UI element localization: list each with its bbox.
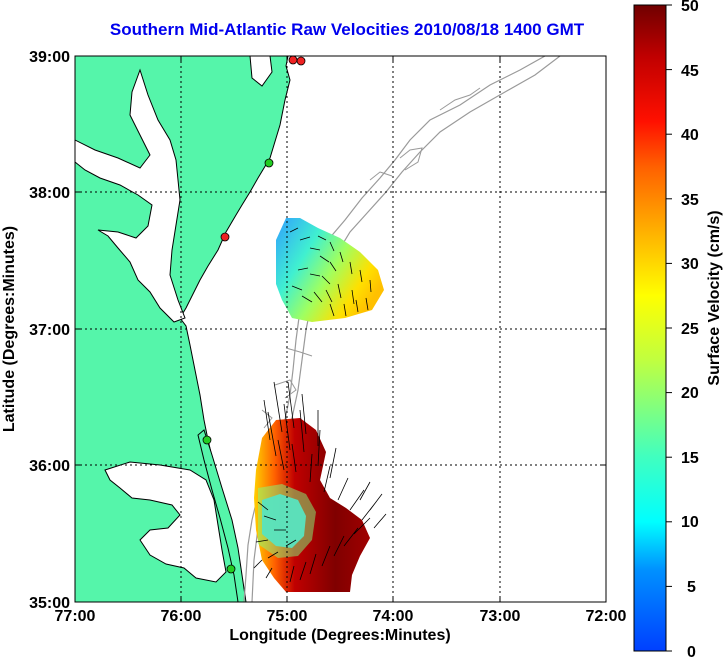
y-tick-label: 38:00 bbox=[29, 185, 70, 202]
x-tick-label: 77:00 bbox=[55, 608, 96, 625]
colorbar-tick-label: 10 bbox=[681, 514, 699, 531]
map-title: Southern Mid-Atlantic Raw Velocities 201… bbox=[0, 20, 724, 40]
bathymetry-contour bbox=[261, 87, 481, 429]
y-tick-label: 36:00 bbox=[29, 458, 70, 475]
y-tick-labels: 39:00 38:00 37:00 36:00 35:00 bbox=[29, 49, 70, 612]
colorbar-tick-label: 35 bbox=[681, 192, 699, 209]
x-axis-label: Longitude (Degrees:Minutes) bbox=[229, 627, 450, 644]
outer-banks bbox=[197, 429, 247, 602]
colorbar-tick-label: 5 bbox=[687, 579, 696, 596]
x-tick-label: 72:00 bbox=[586, 608, 627, 625]
colorbar-tick-label: 20 bbox=[681, 385, 699, 402]
velocity-patch-north bbox=[276, 218, 384, 322]
velocity-field-north bbox=[276, 218, 384, 322]
y-tick-label: 35:00 bbox=[29, 595, 70, 612]
x-tick-label: 74:00 bbox=[373, 608, 414, 625]
tick-marks bbox=[74, 55, 607, 603]
colorbar-tick-label: 50 bbox=[681, 0, 699, 15]
station-markers bbox=[202, 56, 306, 574]
colorbar-tick-marks bbox=[666, 4, 672, 652]
y-axis-label: Latitude (Degrees:Minutes) bbox=[1, 226, 18, 432]
x-tick-label: 76:00 bbox=[161, 608, 202, 625]
x-tick-label: 73:00 bbox=[480, 608, 521, 625]
chesapeake-bay bbox=[75, 68, 186, 323]
station-marker bbox=[264, 158, 274, 168]
y-tick-label: 37:00 bbox=[29, 322, 70, 339]
map-title-text: Southern Mid-Atlantic Raw Velocities 201… bbox=[109, 20, 585, 39]
station-marker bbox=[288, 56, 298, 65]
station-marker bbox=[296, 56, 306, 66]
colorbar-scale bbox=[633, 4, 667, 652]
colorbar-tick-label: 15 bbox=[681, 450, 699, 467]
pamlico-sound bbox=[104, 461, 227, 583]
colorbar-tick-label: 30 bbox=[681, 256, 699, 273]
station-marker bbox=[226, 564, 236, 574]
velocity-arrows-north bbox=[289, 227, 372, 317]
station-marker bbox=[202, 435, 212, 445]
colorbar-tick-label: 40 bbox=[681, 127, 699, 144]
velocity-arrows-south bbox=[253, 381, 387, 583]
colorbar-tick-label: 0 bbox=[687, 644, 696, 659]
grid bbox=[75, 56, 606, 602]
colorbar-tick-label: 45 bbox=[681, 63, 699, 80]
colorbar-label: Surface Velocity (cm/s) bbox=[706, 210, 723, 385]
y-tick-label: 39:00 bbox=[29, 49, 70, 66]
x-tick-labels: 77:00 76:00 75:00 74:00 73:00 72:00 bbox=[55, 608, 627, 625]
colorbar: 50 45 40 35 30 25 20 15 10 5 0 bbox=[633, 0, 699, 659]
colorbar-tick-label: 25 bbox=[681, 321, 699, 338]
delaware-bay bbox=[249, 56, 273, 87]
x-tick-label: 75:00 bbox=[267, 608, 308, 625]
station-marker bbox=[220, 232, 230, 242]
